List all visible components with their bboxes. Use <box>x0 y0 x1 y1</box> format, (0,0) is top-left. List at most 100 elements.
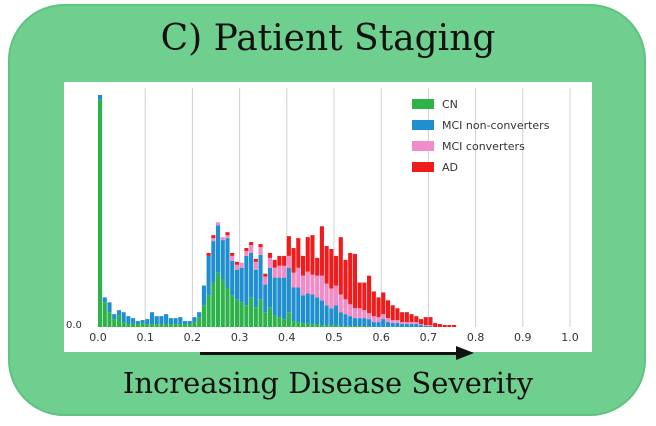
bar-segment <box>305 293 310 324</box>
bar-segment <box>404 322 409 325</box>
bar-segment <box>291 321 296 327</box>
bar-segment <box>154 316 159 325</box>
histogram-bars <box>98 94 457 328</box>
bar-segment <box>173 324 178 327</box>
bar-segment <box>324 283 329 306</box>
bar-segment <box>367 275 372 314</box>
bar-segment <box>348 316 353 327</box>
bar-segment <box>145 319 150 325</box>
bar-segment <box>334 255 339 286</box>
bar-segment <box>423 317 428 326</box>
histogram-chart: 0.0 0.1 0.2 0.3 0.4 0.5 0.6 0.7 0.8 0.9 1.0 0.0 CN… <box>66 88 579 344</box>
bar-segment <box>310 294 315 325</box>
bar-segment <box>112 319 117 327</box>
bar-segment <box>352 318 357 327</box>
bar-segment <box>182 321 188 325</box>
bar-segment <box>395 323 400 327</box>
bar-segment <box>348 252 353 305</box>
bar-segment <box>126 316 131 325</box>
bar-segment <box>395 308 400 321</box>
bar-segment <box>192 322 197 327</box>
bar-segment <box>258 254 263 300</box>
x-tick-label: 0.9 <box>514 331 532 344</box>
bar-segment <box>376 297 381 318</box>
bar-segment <box>348 326 353 327</box>
bar-segment <box>324 305 329 326</box>
bar-segment <box>300 275 306 296</box>
bar-segment <box>315 297 320 325</box>
bar-segment <box>352 308 357 319</box>
bar-segment <box>121 312 126 323</box>
bar-segment <box>206 255 211 296</box>
bar-segment <box>197 312 202 318</box>
x-tick-label: 0.3 <box>231 331 249 344</box>
bar-segment <box>272 315 277 327</box>
bar-segment <box>220 237 225 241</box>
bar-segment <box>107 302 112 313</box>
bar-segment <box>428 325 433 327</box>
bar-segment <box>362 318 367 327</box>
bar-segment <box>277 265 282 278</box>
bar-segment <box>414 324 419 327</box>
bar-segment <box>126 324 131 327</box>
bar-segment <box>121 322 126 327</box>
bar-segment <box>112 314 117 320</box>
bar-segment <box>107 312 112 327</box>
bar-segment <box>286 312 291 327</box>
bar-segment <box>277 255 282 266</box>
bar-segment <box>234 264 239 270</box>
bar-segment <box>334 285 339 306</box>
bar-segment <box>428 326 433 327</box>
bar-segment <box>230 255 235 261</box>
bar-segment <box>357 308 362 319</box>
bar-segment <box>230 252 235 256</box>
bar-segment <box>343 299 348 315</box>
bar-segment <box>414 322 419 325</box>
bar-segment <box>258 247 263 255</box>
bar-segment <box>253 258 258 262</box>
bar-segment <box>230 260 235 296</box>
bar-segment <box>442 325 447 328</box>
bar-segment <box>329 308 334 326</box>
bar-segment <box>296 287 301 323</box>
bar-segment <box>159 316 164 325</box>
bar-segment <box>428 317 433 326</box>
bar-segment <box>334 325 339 328</box>
bar-segment <box>239 267 244 303</box>
bar-segment <box>211 282 216 327</box>
bar-segment <box>116 315 121 327</box>
legend-label: CN <box>442 98 458 111</box>
bar-segment <box>319 226 324 276</box>
bar-segment <box>286 236 291 256</box>
bar-segment <box>352 253 357 309</box>
bar-segment <box>253 269 258 308</box>
bar-segment <box>239 302 244 327</box>
bar-segment <box>98 99 103 328</box>
bar-segment <box>343 259 348 300</box>
x-tick-label: 0.4 <box>278 331 296 344</box>
bar-segment <box>192 317 197 323</box>
bar-segment <box>258 299 263 327</box>
bar-segment <box>296 322 301 327</box>
bar-segment <box>381 319 386 327</box>
bar-segment <box>206 252 211 256</box>
bar-segment <box>267 307 273 327</box>
bar-segment <box>334 305 339 326</box>
bar-segment <box>390 323 395 327</box>
bar-segment <box>291 248 296 273</box>
bar-segment <box>319 275 324 301</box>
bar-segment <box>98 94 103 100</box>
bar-segment <box>225 232 230 236</box>
bar-segment <box>404 324 409 327</box>
bar-segment <box>319 300 324 326</box>
bar-segment <box>423 326 428 327</box>
bar-segment <box>418 324 424 326</box>
bar-segment <box>409 322 414 325</box>
bar-segment <box>423 325 428 327</box>
bar-segment <box>409 314 414 323</box>
bar-segment <box>131 323 136 327</box>
bar-segment <box>324 246 329 284</box>
bar-segment <box>220 279 225 327</box>
bar-segment <box>348 304 353 317</box>
bar-segment <box>357 326 362 327</box>
